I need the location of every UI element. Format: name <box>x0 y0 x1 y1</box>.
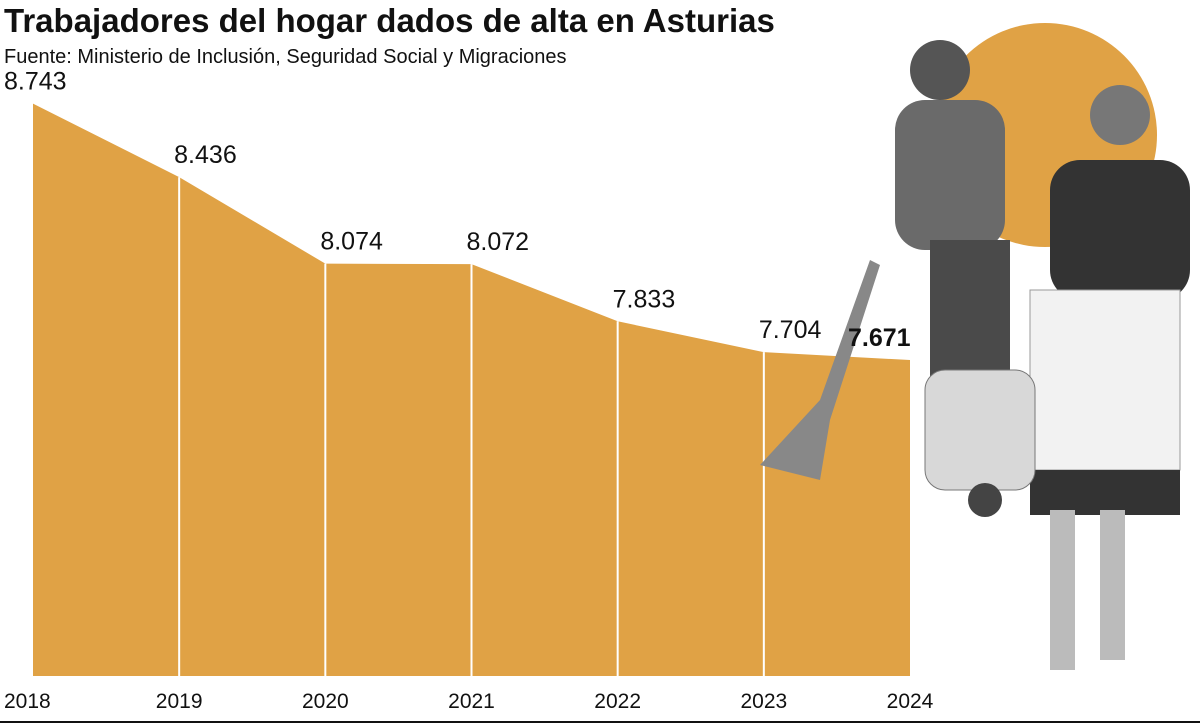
x-tick-label: 2024 <box>887 690 934 713</box>
value-label: 8.072 <box>467 228 530 256</box>
value-label: 8.436 <box>174 141 237 169</box>
x-tick-label: 2021 <box>448 690 495 713</box>
area-layer <box>33 103 910 676</box>
illustration <box>760 23 1190 670</box>
value-label: 7.704 <box>759 316 822 344</box>
x-tick-label: 2020 <box>302 690 349 713</box>
x-tick-label: 2019 <box>156 690 203 713</box>
x-tick-label: 2023 <box>740 690 787 713</box>
chart-title: Trabajadores del hogar dados de alta en … <box>4 2 775 39</box>
x-tick-label: 2022 <box>594 690 641 713</box>
value-label: 8.743 <box>4 68 67 96</box>
value-label: 7.671 <box>848 324 911 352</box>
value-label: 7.833 <box>613 285 676 313</box>
value-label: 8.074 <box>320 228 383 256</box>
x-tick-label: 2018 <box>4 690 51 713</box>
chart-subtitle: Fuente: Ministerio de Inclusión, Segurid… <box>4 46 567 68</box>
people-silhouette <box>760 40 1190 670</box>
